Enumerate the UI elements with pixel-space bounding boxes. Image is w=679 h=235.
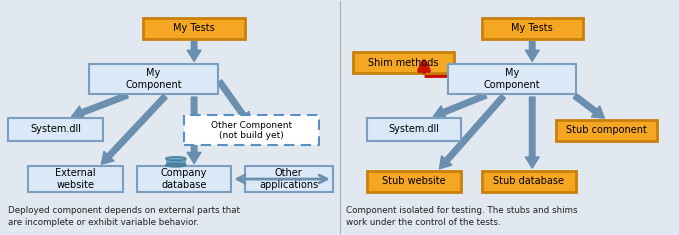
Text: Company
database: Company database: [161, 168, 207, 190]
Text: Deployed component depends on external parts that
are incomplete or exhibit vari: Deployed component depends on external p…: [8, 206, 240, 227]
FancyArrowPatch shape: [217, 80, 250, 125]
FancyArrowPatch shape: [71, 93, 128, 119]
FancyBboxPatch shape: [184, 115, 319, 145]
FancyBboxPatch shape: [367, 171, 461, 192]
Text: System.dll: System.dll: [30, 124, 81, 134]
FancyBboxPatch shape: [481, 171, 576, 192]
Text: Component isolated for testing. The stubs and shims
work under the control of th: Component isolated for testing. The stub…: [346, 206, 578, 227]
FancyArrowPatch shape: [101, 94, 167, 164]
FancyArrowPatch shape: [526, 97, 539, 168]
Text: Stub database: Stub database: [494, 176, 564, 186]
FancyBboxPatch shape: [136, 166, 232, 192]
FancyBboxPatch shape: [245, 166, 333, 192]
FancyArrowPatch shape: [433, 93, 487, 119]
FancyBboxPatch shape: [481, 18, 583, 39]
Text: Stub component: Stub component: [566, 125, 647, 135]
FancyArrowPatch shape: [439, 94, 505, 169]
FancyBboxPatch shape: [353, 52, 454, 73]
FancyArrowPatch shape: [573, 94, 604, 118]
FancyArrowPatch shape: [187, 97, 201, 164]
Text: My Tests: My Tests: [511, 23, 553, 33]
Ellipse shape: [166, 157, 186, 161]
FancyBboxPatch shape: [143, 18, 245, 39]
Text: My Tests: My Tests: [173, 23, 215, 33]
Text: Shim methods: Shim methods: [369, 58, 439, 68]
FancyBboxPatch shape: [29, 166, 123, 192]
FancyBboxPatch shape: [90, 64, 218, 94]
Text: System.dll: System.dll: [388, 124, 439, 134]
Text: My
Component: My Component: [483, 68, 540, 90]
Ellipse shape: [166, 163, 186, 167]
FancyBboxPatch shape: [367, 118, 461, 141]
Text: Other
applications: Other applications: [259, 168, 318, 190]
FancyBboxPatch shape: [166, 159, 186, 165]
Text: My
Component: My Component: [125, 68, 182, 90]
Text: Stub website: Stub website: [382, 176, 445, 186]
FancyBboxPatch shape: [8, 118, 103, 141]
Text: External
website: External website: [56, 168, 96, 190]
FancyArrowPatch shape: [526, 41, 539, 61]
FancyBboxPatch shape: [556, 120, 657, 141]
Text: Other Component
(not build yet): Other Component (not build yet): [211, 121, 292, 140]
FancyBboxPatch shape: [447, 64, 576, 94]
FancyArrowPatch shape: [187, 41, 201, 61]
